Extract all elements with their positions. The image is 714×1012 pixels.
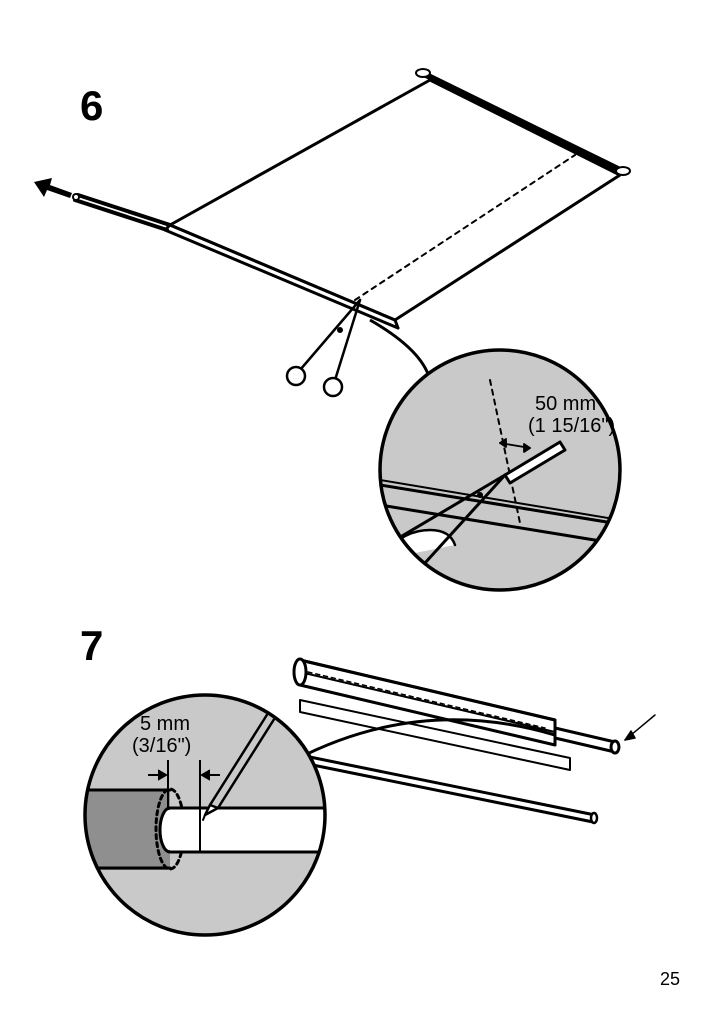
step7-parts bbox=[294, 659, 655, 823]
step7-dim-in: (3/16") bbox=[132, 735, 191, 757]
scissors-icon bbox=[287, 300, 360, 396]
step-7-group: 7 bbox=[80, 622, 655, 935]
step-6-number: 6 bbox=[80, 82, 103, 129]
step7-dim-mm: 5 mm bbox=[140, 713, 190, 735]
step6-detail: 50 mm (1 15/16") bbox=[363, 350, 626, 603]
step-7-number: 7 bbox=[80, 622, 103, 669]
step7-detail: 5 mm (3/16") bbox=[85, 695, 330, 935]
step6-blind bbox=[73, 69, 630, 328]
step-6-group: 6 bbox=[34, 69, 630, 603]
step6-dim-mm: 50 mm bbox=[535, 393, 596, 415]
instruction-page: 6 bbox=[0, 0, 714, 1012]
pull-arrow-icon bbox=[34, 178, 72, 198]
step6-dim-in: (1 15/16") bbox=[528, 415, 615, 437]
page-number: 25 bbox=[660, 969, 680, 989]
